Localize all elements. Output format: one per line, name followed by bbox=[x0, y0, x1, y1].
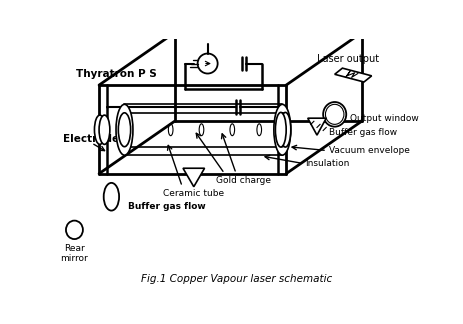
Text: Output window: Output window bbox=[350, 114, 419, 123]
Polygon shape bbox=[308, 118, 326, 135]
Ellipse shape bbox=[94, 115, 105, 145]
Ellipse shape bbox=[99, 115, 110, 145]
Text: Insulation: Insulation bbox=[306, 159, 350, 168]
Text: Gold charge: Gold charge bbox=[216, 176, 271, 185]
Text: Rear
mirror: Rear mirror bbox=[61, 244, 88, 263]
Ellipse shape bbox=[119, 113, 131, 147]
Text: Ceramic tube: Ceramic tube bbox=[163, 189, 225, 198]
Ellipse shape bbox=[104, 183, 119, 211]
Text: Laser output: Laser output bbox=[318, 54, 380, 64]
Text: Vacuum envelope: Vacuum envelope bbox=[329, 146, 409, 155]
Ellipse shape bbox=[323, 102, 346, 127]
Text: Fig.1 Copper Vapour laser schematic: Fig.1 Copper Vapour laser schematic bbox=[141, 274, 332, 284]
Polygon shape bbox=[335, 68, 372, 82]
Ellipse shape bbox=[274, 104, 291, 155]
Ellipse shape bbox=[275, 112, 286, 147]
Ellipse shape bbox=[116, 104, 133, 155]
Text: Buffer gas flow: Buffer gas flow bbox=[128, 202, 206, 211]
Text: Buffer gas flow: Buffer gas flow bbox=[329, 128, 397, 137]
Text: Thyratron P S: Thyratron P S bbox=[76, 69, 156, 78]
Ellipse shape bbox=[66, 221, 83, 239]
Ellipse shape bbox=[276, 113, 288, 147]
Polygon shape bbox=[183, 168, 205, 187]
Ellipse shape bbox=[280, 112, 291, 147]
Text: Electrode: Electrode bbox=[63, 134, 119, 144]
